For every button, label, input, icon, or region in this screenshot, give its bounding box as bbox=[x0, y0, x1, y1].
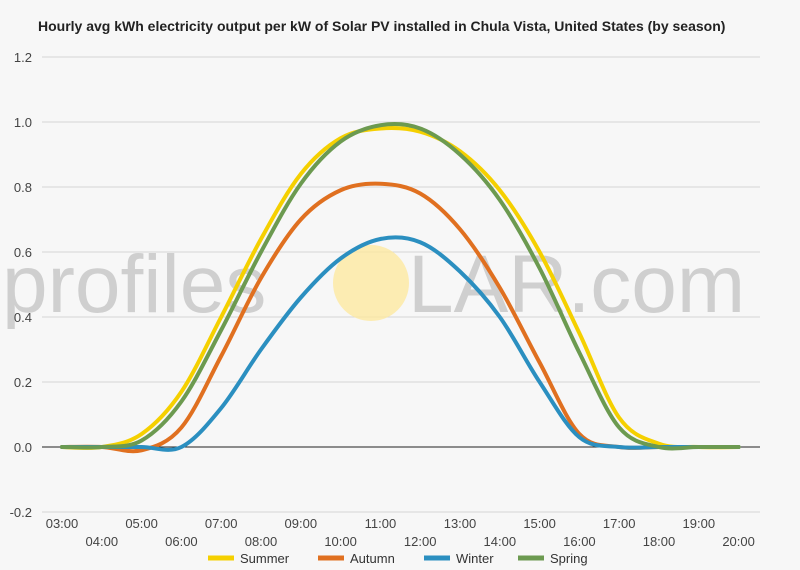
x-tick-label: 06:00 bbox=[165, 534, 198, 549]
x-tick-label: 09:00 bbox=[285, 516, 318, 531]
x-tick-label: 14:00 bbox=[484, 534, 517, 549]
x-tick-label: 15:00 bbox=[523, 516, 556, 531]
y-tick-label: 0.0 bbox=[14, 440, 32, 455]
x-tick-label: 18:00 bbox=[643, 534, 676, 549]
x-tick-label: 03:00 bbox=[46, 516, 79, 531]
legend-label-winter: Winter bbox=[456, 551, 494, 566]
series-line-spring bbox=[60, 122, 741, 451]
x-tick-label: 08:00 bbox=[245, 534, 278, 549]
y-tick-label: -0.2 bbox=[10, 505, 32, 520]
x-tick-label: 16:00 bbox=[563, 534, 596, 549]
y-tick-label: 0.6 bbox=[14, 245, 32, 260]
legend-label-autumn: Autumn bbox=[350, 551, 395, 566]
legend-label-spring: Spring bbox=[550, 551, 588, 566]
x-tick-label: 20:00 bbox=[722, 534, 755, 549]
watermark: profiles LAR.com bbox=[2, 239, 745, 330]
watermark-right: LAR.com bbox=[408, 239, 745, 330]
chart-title: Hourly avg kWh electricity output per kW… bbox=[38, 18, 726, 34]
x-tick-label: 10:00 bbox=[324, 534, 357, 549]
legend: Summer Autumn Winter Spring bbox=[208, 551, 588, 566]
x-tick-label: 07:00 bbox=[205, 516, 238, 531]
series-line-winter bbox=[60, 235, 741, 452]
x-tick-label: 12:00 bbox=[404, 534, 437, 549]
watermark-sun-icon bbox=[333, 245, 409, 321]
x-tick-label: 11:00 bbox=[365, 516, 397, 531]
x-tick-label: 19:00 bbox=[683, 516, 716, 531]
y-axis: -0.2 0.0 0.2 0.4 0.6 0.8 1.0 1.2 bbox=[10, 50, 32, 520]
x-tick-label: 05:00 bbox=[125, 516, 158, 531]
series-line-summer bbox=[60, 126, 741, 450]
y-tick-label: 0.8 bbox=[14, 180, 32, 195]
x-tick-label: 04:00 bbox=[86, 534, 119, 549]
x-tick-label: 17:00 bbox=[603, 516, 636, 531]
legend-label-summer: Summer bbox=[240, 551, 290, 566]
x-tick-label: 13:00 bbox=[444, 516, 477, 531]
y-tick-label: 1.2 bbox=[14, 50, 32, 65]
gridlines bbox=[42, 56, 760, 513]
series-lines bbox=[60, 122, 741, 454]
y-tick-label: 0.4 bbox=[14, 310, 32, 325]
y-tick-label: 1.0 bbox=[14, 115, 32, 130]
x-axis: 03:00 04:00 05:00 06:00 07:00 08:00 09:00 10:00… bbox=[46, 516, 755, 549]
y-tick-label: 0.2 bbox=[14, 375, 32, 390]
